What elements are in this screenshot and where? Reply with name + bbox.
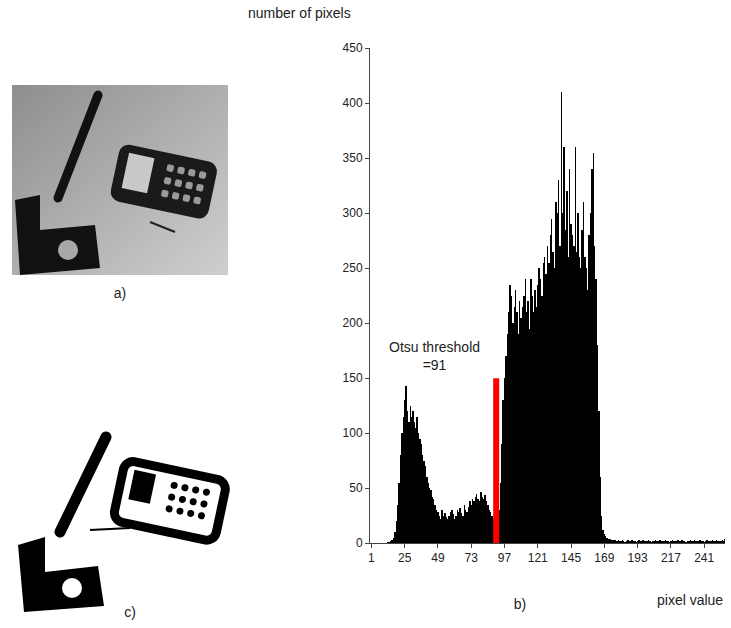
svg-text:169: 169 <box>594 551 614 565</box>
svg-text:217: 217 <box>661 551 681 565</box>
svg-text:49: 49 <box>431 551 445 565</box>
svg-text:450: 450 <box>343 41 363 55</box>
svg-text:121: 121 <box>528 551 548 565</box>
svg-text:150: 150 <box>343 371 363 385</box>
svg-text:50: 50 <box>349 481 363 495</box>
svg-text:250: 250 <box>343 261 363 275</box>
html-text:a): a) <box>113 285 127 301</box>
svg-text:350: 350 <box>343 151 363 165</box>
svg-text:pixel value: pixel value <box>657 592 723 608</box>
svg-text:Otsu threshold=91: Otsu threshold=91 <box>389 339 480 373</box>
svg-text:193: 193 <box>628 551 648 565</box>
svg-text:300: 300 <box>343 206 363 220</box>
html-text:b): b) <box>513 596 527 612</box>
svg-text:25: 25 <box>398 551 412 565</box>
svg-text:number of pixels: number of pixels <box>248 5 351 21</box>
svg-text:200: 200 <box>343 316 363 330</box>
svg-text:400: 400 <box>343 96 363 110</box>
svg-text:241: 241 <box>694 551 714 565</box>
svg-text:100: 100 <box>343 426 363 440</box>
svg-text:0: 0 <box>356 536 363 550</box>
svg-text:1: 1 <box>368 551 375 565</box>
svg-text:145: 145 <box>561 551 581 565</box>
svg-text:97: 97 <box>498 551 512 565</box>
svg-text:73: 73 <box>465 551 479 565</box>
html-text:c): c) <box>124 604 136 620</box>
